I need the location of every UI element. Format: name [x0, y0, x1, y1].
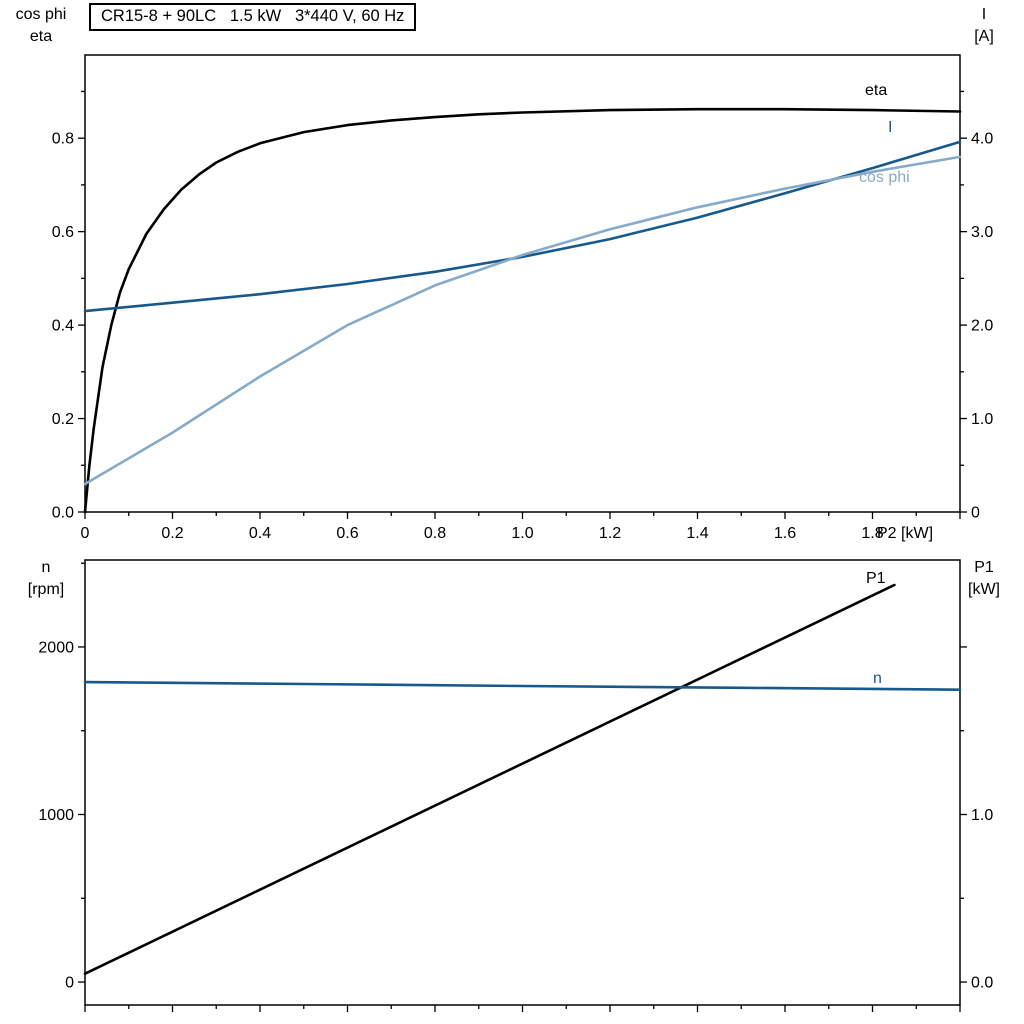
- y-right-tick-label: 1.0: [971, 411, 993, 428]
- x-tick-label: 0.8: [424, 525, 446, 542]
- y-left-tick-label: 0.6: [52, 224, 74, 241]
- top-right-axis-title-ampere-unit: [A]: [974, 28, 994, 45]
- y-left-tick-label: 0: [65, 975, 74, 992]
- top-left-axis-title-cos-phi: cos phi: [15, 6, 67, 23]
- x-tick-label: 1.2: [599, 525, 621, 542]
- curve-n: [83, 680, 962, 692]
- y-left-tick-label: 0.8: [52, 131, 74, 148]
- x-tick-label: 1.0: [511, 525, 533, 542]
- y-right-tick-label: 0.0: [971, 975, 993, 992]
- curve-P1: [83, 583, 896, 976]
- top-right-axis-title-current: I: [981, 6, 987, 23]
- axis-frame: [84, 54, 961, 513]
- axis-frame: [84, 559, 961, 1006]
- curve-I: [83, 140, 962, 313]
- bottom-right-axis-title-kw-unit: [kW]: [968, 581, 1000, 598]
- x-tick-label: 0.2: [161, 525, 183, 542]
- curve-cos-phi: [83, 155, 962, 486]
- x-tick-label: 0.6: [336, 525, 358, 542]
- y-left-tick-label: 0.2: [52, 411, 74, 428]
- curve-label-n: n: [873, 670, 882, 687]
- curve-label-cos-phi: cos phi: [859, 169, 910, 186]
- y-left-tick-label: 0.0: [52, 505, 74, 522]
- curve-label-eta: eta: [865, 82, 888, 99]
- x-axis-title-p2: P2 [kW]: [877, 525, 934, 542]
- x-tick-label: 1.8: [861, 525, 883, 542]
- chart-title-box: CR15-8 + 90LC 1.5 kW 3*440 V, 60 Hz: [89, 3, 417, 31]
- curve-eta: [83, 107, 962, 514]
- y-right-tick-label: 1.0: [971, 807, 993, 824]
- bottom-chart-plot: 0 1000 2000 0.0 1.0: [38, 559, 993, 1012]
- y-left-tick-label: 0.4: [52, 318, 74, 335]
- curve-label-p1: P1: [866, 570, 886, 587]
- top-left-axis-title-eta: eta: [29, 28, 53, 45]
- top-chart-plot: 0 0.2 0.4 0.6 0.8 1.0 1.2 1.4 1.6 1.8 0.0 0.2 0.4 0.6…: [52, 54, 993, 542]
- x-tick-label: 0: [81, 525, 90, 542]
- x-tick-label: 1.6: [774, 525, 796, 542]
- y-left-tick-label: 1000: [38, 807, 74, 824]
- bottom-left-axis-title-rpm-unit: [rpm]: [27, 581, 65, 598]
- y-left-tick-label: 2000: [38, 639, 74, 656]
- y-right-tick-label: 3.0: [971, 224, 993, 241]
- bottom-right-axis-title-p1: P1: [974, 559, 994, 576]
- y-right-tick-label: 0: [971, 505, 980, 522]
- x-tick-label: 1.4: [686, 525, 708, 542]
- bottom-left-axis-title-speed: n: [41, 559, 51, 576]
- y-right-tick-label: 2.0: [971, 318, 993, 335]
- curve-label-current: I: [888, 119, 893, 136]
- x-tick-label: 0.4: [249, 525, 271, 542]
- y-right-tick-label: 4.0: [971, 131, 993, 148]
